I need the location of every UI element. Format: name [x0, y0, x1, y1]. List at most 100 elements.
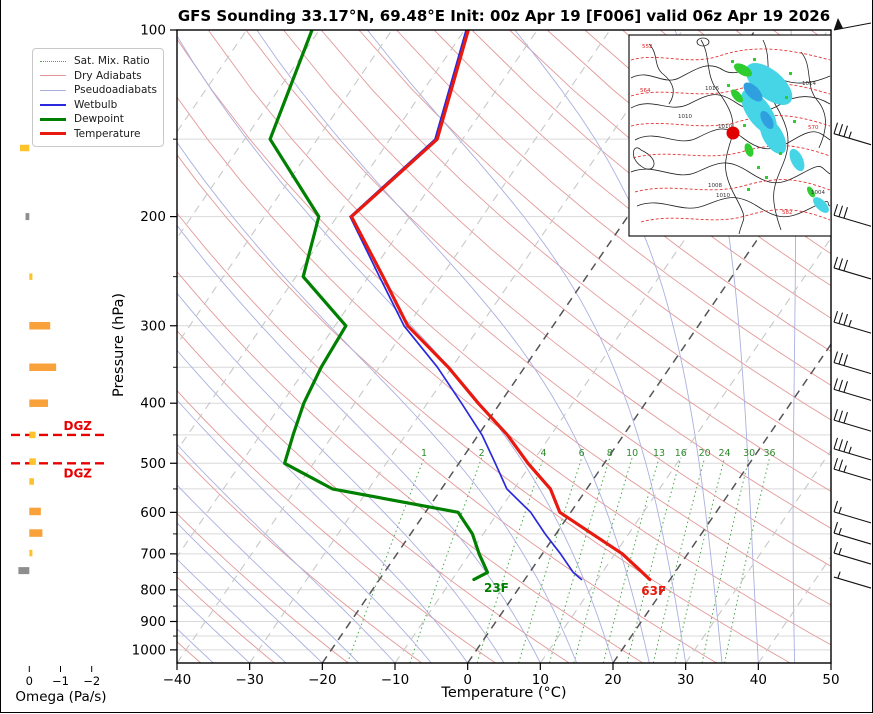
svg-text:30: 30: [677, 672, 694, 688]
inset-map-labels: 552 1016 564 1014 1010 1010 570 1008 1010 582 1004: [640, 44, 825, 216]
svg-text:20: 20: [699, 448, 711, 459]
omega-bar: [29, 399, 49, 407]
svg-text:10: 10: [626, 448, 638, 459]
svg-text:2: 2: [479, 448, 485, 459]
legend-item-dry-adiabats: Dry Adiabats: [40, 69, 156, 82]
inset-map-contours: [630, 37, 831, 235]
svg-text:564: 564: [640, 88, 651, 94]
svg-text:552: 552: [642, 44, 653, 50]
svg-text:570: 570: [808, 125, 819, 131]
svg-text:400: 400: [140, 396, 166, 412]
svg-text:1000: 1000: [132, 642, 166, 658]
svg-text:4: 4: [540, 448, 546, 459]
temperature-axis-ticks: −40 −30 −20 −10 0 10 20 30 40 50: [163, 663, 840, 688]
wind-barb: [833, 378, 872, 401]
temperature-curve: [349, 30, 652, 582]
wind-barb: [833, 521, 872, 545]
pseudoadiabats-swatch: [40, 89, 66, 91]
svg-text:16: 16: [675, 448, 687, 459]
legend-label: Pseudoadiabats: [74, 84, 157, 96]
svg-text:1010: 1010: [678, 114, 692, 120]
wind-barb: [833, 500, 872, 524]
omega-bar: [29, 322, 51, 330]
legend-label: Temperature: [74, 127, 141, 140]
svg-text:200: 200: [140, 209, 166, 225]
svg-text:24: 24: [718, 448, 730, 459]
temperature-axis-label: Temperature (°C): [441, 685, 567, 701]
svg-text:800: 800: [140, 582, 166, 598]
dry-adiabats-swatch: [40, 75, 66, 77]
wind-barb: [833, 204, 872, 227]
inset-map: 552 1016 564 1014 1010 1010 570 1008 1010 582 1004: [628, 34, 832, 237]
svg-text:600: 600: [140, 505, 166, 521]
svg-text:13: 13: [653, 448, 665, 459]
svg-text:300: 300: [140, 318, 166, 334]
mixing-ratio-labels: 1 2 4 6 8 10 13 16 20 24 30 36: [421, 448, 776, 459]
svg-text:−1: −1: [52, 674, 69, 688]
svg-text:1010: 1010: [716, 193, 730, 199]
svg-text:1010: 1010: [718, 124, 732, 130]
plot-frame: [176, 29, 832, 664]
sounding-location-marker: [726, 126, 740, 140]
svg-text:0: 0: [463, 672, 472, 688]
pseudoadiabats: [177, 30, 797, 663]
svg-text:1008: 1008: [708, 183, 722, 189]
svg-text:36: 36: [764, 448, 776, 459]
omega-bar: [29, 363, 57, 371]
svg-text:−20: −20: [308, 672, 337, 688]
omega-bar: [29, 458, 36, 465]
wind-barb: [833, 17, 872, 31]
dgz-label: DGZ: [63, 466, 92, 480]
svg-text:−2: −2: [83, 674, 100, 688]
svg-text:20: 20: [604, 672, 621, 688]
dewpoint-curve: [268, 30, 490, 582]
inset-map-border: [628, 34, 832, 237]
wind-barb: [833, 437, 872, 461]
legend-item-temperature: Temperature: [40, 127, 156, 140]
svg-text:10: 10: [532, 672, 549, 688]
svg-text:1016: 1016: [705, 86, 719, 92]
inset-map-thickness-contours: [630, 48, 831, 223]
legend-label: Dry Adiabats: [74, 69, 142, 82]
omega-bar: [18, 567, 30, 575]
legend-label: Dewpoint: [74, 113, 124, 125]
svg-text:1004: 1004: [811, 190, 825, 196]
omega-bar: [19, 144, 30, 152]
omega-bar: [25, 213, 30, 221]
svg-text:−40: −40: [163, 672, 192, 688]
svg-text:900: 900: [140, 614, 166, 630]
legend-item-sat-mix-ratio: Sat. Mix. Ratio: [40, 56, 156, 67]
pressure-axis-ticks: 100 200 300 400 500 600 700 800 900 1000: [132, 23, 177, 658]
isotherm-highlights: [177, 30, 831, 663]
omega-bar: [29, 507, 41, 516]
wind-barbs: [833, 17, 872, 589]
omega-bar: [29, 478, 34, 485]
wind-barb: [833, 310, 872, 334]
svg-text:1014: 1014: [802, 81, 816, 87]
wind-barb: [833, 571, 872, 589]
surface-annotations: 23F 63F: [484, 581, 666, 598]
svg-text:100: 100: [140, 23, 166, 39]
pressure-axis-label: Pressure (hPa): [111, 292, 127, 398]
wetbulb-curve: [349, 30, 583, 581]
wetbulb-swatch: [40, 103, 66, 106]
svg-text:1: 1: [421, 448, 427, 459]
svg-text:−10: −10: [381, 672, 410, 688]
omega-bar: [29, 529, 43, 537]
legend-label: Sat. Mix. Ratio: [74, 55, 150, 67]
inset-map-precip: [727, 58, 829, 213]
legend-item-pseudoadiabats: Pseudoadiabats: [40, 84, 157, 96]
svg-text:8: 8: [607, 448, 613, 459]
dewpoint-swatch: [40, 117, 66, 121]
legend: Sat. Mix. Ratio Dry Adiabats Pseudoadiab…: [32, 48, 164, 147]
omega-axis-label: Omega (Pa/s): [15, 689, 107, 705]
omega-panel: DGZ DGZ 0 −1 −2: [11, 144, 105, 688]
chart-title: GFS Sounding 33.17°N, 69.48°E Init: 00z …: [177, 7, 831, 25]
sat-mix-ratio-swatch: [40, 60, 66, 62]
dgz-label: DGZ: [63, 419, 92, 433]
omega-bar: [29, 273, 33, 280]
svg-text:30: 30: [743, 448, 755, 459]
svg-text:0: 0: [26, 674, 33, 688]
